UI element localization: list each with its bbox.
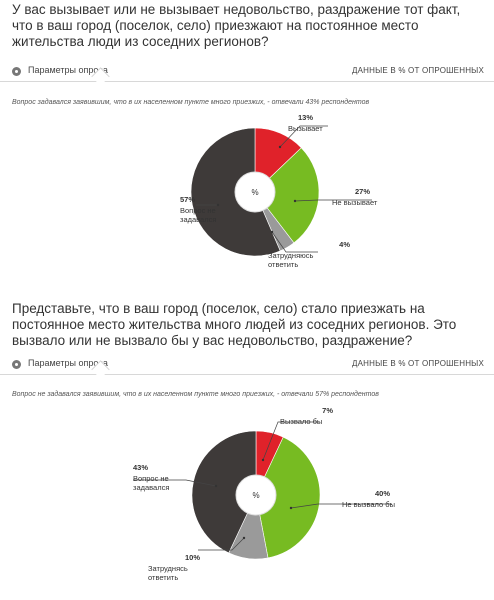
slice-value-label: 43% (133, 463, 148, 472)
leader-dot (289, 506, 293, 510)
leader-dot (216, 203, 220, 207)
pie-slice (254, 147, 320, 244)
slice-value-label: 57% (180, 195, 195, 204)
donut-hole (235, 474, 277, 516)
leader-dot (214, 484, 218, 488)
center-label: % (251, 188, 258, 197)
survey-note: Вопрос задавался заявившим, что в их нас… (12, 99, 370, 106)
question-title: Представьте, что в ваш город (поселок, с… (12, 301, 457, 348)
divider (0, 81, 494, 82)
leader-line (198, 537, 245, 551)
options-bar: Параметры опроса ДАННЫЕ В % ОТ ОПРОШЕННЫ… (0, 62, 494, 86)
question-title: У вас вызывает или не вызывает недовольс… (12, 2, 461, 49)
donut-hole (234, 171, 276, 213)
slice-category-label: Затруднясь ответить (148, 564, 188, 582)
survey-note: Вопрос не задавался заявившим, что в их … (12, 391, 379, 398)
center-label: % (252, 491, 259, 500)
slice-value-label: 13% (298, 113, 313, 122)
gear-icon[interactable] (12, 360, 21, 369)
slice-category-label: Затрудняюсь ответить (268, 251, 314, 269)
leader-line (279, 125, 328, 148)
survey-params-link[interactable]: Параметры опроса (28, 358, 108, 368)
leader-dot (293, 199, 297, 203)
slice-value-label: 40% (375, 489, 390, 498)
unit-label: ДАННЫЕ В % ОТ ОПРОШЕННЫХ (352, 359, 484, 368)
leader-line (133, 479, 217, 487)
slice-value-label: 7% (322, 406, 333, 415)
slice-value-label: 10% (185, 553, 200, 562)
slice-category-label: Вопрос не задавался (180, 206, 216, 224)
slice-category-label: Вопрос не задавался (133, 474, 169, 492)
pie-slice (255, 436, 321, 559)
slice-category-label: Не вызывает (332, 198, 378, 207)
leader-dot (261, 458, 265, 462)
slice-value-label: 27% (355, 187, 370, 196)
survey-params-link[interactable]: Параметры опроса (28, 65, 108, 75)
leader-line (271, 231, 318, 253)
donut-chart: % 13% Вызывает 27% Не вызывает 4% Затрудняюсь о… (180, 113, 378, 269)
gear-icon[interactable] (12, 67, 21, 76)
leader-dot (278, 145, 282, 149)
divider (0, 374, 494, 375)
leader-line (262, 421, 320, 461)
leader-line (294, 199, 372, 202)
slice-category-label: Вызвало бы (280, 417, 322, 426)
unit-label: ДАННЫЕ В % ОТ ОПРОШЕННЫХ (352, 66, 484, 75)
pie-slice (191, 430, 257, 554)
slice-value-label: 4% (339, 240, 350, 249)
donut-chart: % 7%Вызвало бы 40% Не вызвало бы 10% Затрудня… (133, 406, 395, 582)
slice-category-label: Не вызвало бы (342, 500, 395, 509)
leader-dot (270, 230, 274, 234)
options-bar: Параметры опроса ДАННЫЕ В % ОТ ОПРОШЕННЫ… (0, 355, 494, 379)
leader-dot (242, 536, 246, 540)
leader-line (290, 503, 392, 509)
slice-category-label: Вызывает (288, 124, 323, 133)
